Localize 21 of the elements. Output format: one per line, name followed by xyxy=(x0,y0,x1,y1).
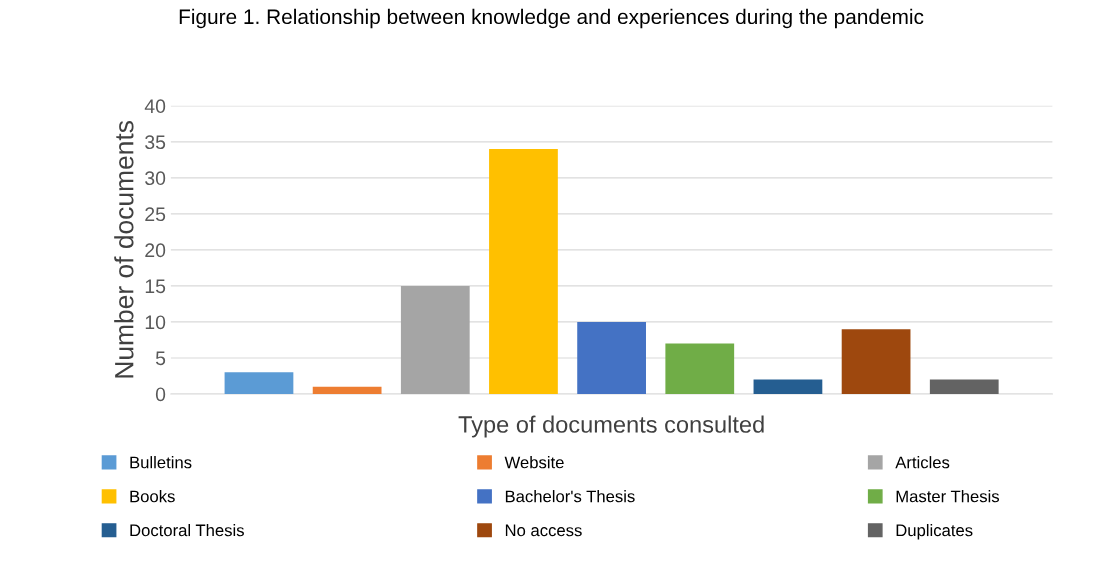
legend-label: Doctoral Thesis xyxy=(130,524,244,537)
x-axis-title: Type of documents consulted xyxy=(458,415,764,438)
y-tick-label: 25 xyxy=(145,207,166,222)
legend-label: Articles xyxy=(895,456,950,469)
legend-label: No access xyxy=(505,524,582,537)
legend-label: Master Thesis xyxy=(896,490,1000,503)
y-tick-label: 20 xyxy=(145,243,166,258)
y-tick-label: 5 xyxy=(155,351,166,366)
y-tick-label: 0 xyxy=(155,387,166,402)
legend-label: Bulletins xyxy=(130,456,192,469)
y-tick-label: 15 xyxy=(145,279,166,294)
legend-label: Duplicates xyxy=(896,524,973,540)
y-tick-label: 10 xyxy=(145,315,166,330)
y-axis-title: Number of documents xyxy=(114,121,134,378)
y-tick-label: 40 xyxy=(144,99,166,114)
chart-title: Figure 1. Relationship between knowledge and experiences during the pandemic xyxy=(179,8,924,29)
legend-label: Books xyxy=(130,490,175,503)
y-tick-label: 35 xyxy=(145,135,166,150)
y-tick-label: 30 xyxy=(145,171,166,186)
legend-label: Bachelor's Thesis xyxy=(505,490,635,503)
legend-label: Website xyxy=(504,456,564,469)
